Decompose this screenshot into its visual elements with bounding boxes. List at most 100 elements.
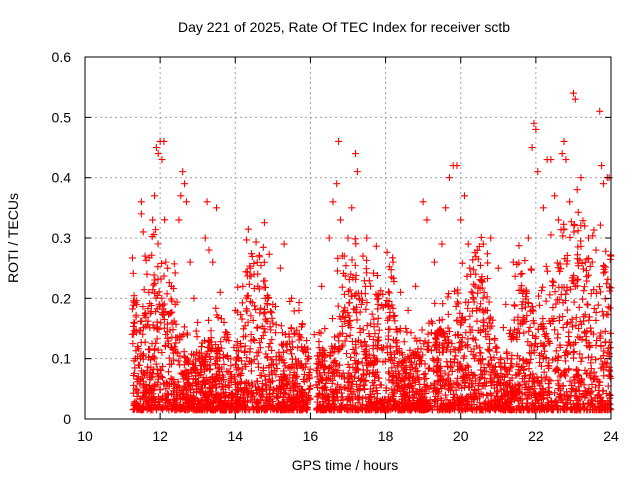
data-point xyxy=(594,301,602,309)
data-point xyxy=(493,370,501,378)
data-point xyxy=(528,144,536,151)
data-point xyxy=(142,310,150,318)
data-point xyxy=(583,273,591,281)
data-point xyxy=(385,302,393,310)
data-point xyxy=(571,379,579,387)
data-point xyxy=(592,406,600,414)
data-point xyxy=(467,270,475,278)
data-point xyxy=(212,355,220,363)
data-point xyxy=(523,388,531,396)
data-point xyxy=(560,137,568,145)
data-point xyxy=(428,319,436,327)
data-point xyxy=(212,375,220,383)
data-point xyxy=(162,378,170,386)
data-point xyxy=(159,392,167,400)
data-point xyxy=(249,316,257,324)
data-point xyxy=(360,381,368,389)
data-point xyxy=(278,342,286,350)
data-point xyxy=(217,365,225,373)
data-point xyxy=(227,362,235,370)
data-point xyxy=(407,358,415,366)
data-point xyxy=(416,336,424,344)
data-point xyxy=(521,383,529,391)
data-point xyxy=(532,125,540,133)
data-point xyxy=(160,316,168,324)
data-point xyxy=(367,385,375,393)
data-point xyxy=(573,386,581,394)
data-point xyxy=(315,338,323,346)
data-point xyxy=(414,353,422,361)
data-point xyxy=(454,289,462,297)
data-point xyxy=(476,344,484,352)
data-point xyxy=(486,361,494,369)
data-point xyxy=(401,393,409,401)
data-point xyxy=(213,204,220,212)
data-point xyxy=(174,357,182,365)
data-point xyxy=(540,325,548,333)
data-point xyxy=(549,406,557,414)
data-point xyxy=(596,107,604,115)
data-point xyxy=(140,311,148,319)
data-point xyxy=(133,399,141,407)
data-point xyxy=(569,385,577,393)
data-point xyxy=(301,389,309,397)
data-point xyxy=(466,374,474,382)
data-point xyxy=(470,355,478,363)
data-point xyxy=(237,311,245,319)
data-point xyxy=(277,322,285,330)
data-point xyxy=(341,337,349,345)
data-point xyxy=(599,312,607,320)
data-point xyxy=(223,367,231,375)
data-point xyxy=(500,385,508,393)
data-point xyxy=(232,385,240,393)
data-point xyxy=(180,370,188,378)
data-point xyxy=(339,341,347,349)
data-point xyxy=(344,234,352,242)
data-point xyxy=(549,304,557,312)
data-point xyxy=(500,379,508,387)
data-point xyxy=(584,301,592,309)
data-point xyxy=(545,388,553,396)
data-point xyxy=(223,352,231,360)
data-point xyxy=(476,261,484,269)
data-point xyxy=(340,318,348,326)
data-point xyxy=(205,384,213,392)
data-point xyxy=(547,156,555,164)
data-point xyxy=(215,374,223,382)
data-point xyxy=(158,294,166,302)
data-point xyxy=(570,228,578,236)
data-point xyxy=(391,350,399,358)
data-point xyxy=(533,392,541,400)
data-point xyxy=(460,192,468,200)
data-point xyxy=(461,366,469,374)
data-point xyxy=(453,162,461,170)
data-point xyxy=(186,404,194,412)
data-point xyxy=(515,286,523,294)
y-tick-labels: 0 0.1 0.2 0.3 0.4 0.5 0.6 xyxy=(52,49,72,427)
data-point xyxy=(590,286,598,294)
data-point xyxy=(412,368,420,376)
data-point xyxy=(595,391,603,399)
data-point xyxy=(296,406,304,414)
x-tick-labels: 10 12 14 16 18 20 22 24 xyxy=(77,428,619,444)
data-point xyxy=(592,341,600,349)
data-point xyxy=(130,292,138,300)
data-point xyxy=(434,369,442,377)
data-point xyxy=(393,387,401,395)
data-point xyxy=(350,305,358,313)
data-point xyxy=(479,326,487,334)
data-point xyxy=(574,208,582,216)
data-point xyxy=(549,282,557,290)
data-point xyxy=(145,288,153,296)
data-point xyxy=(573,186,581,194)
data-point xyxy=(265,363,273,371)
data-point xyxy=(448,340,456,348)
data-point xyxy=(390,359,398,367)
data-point xyxy=(499,392,507,400)
data-point xyxy=(434,328,442,336)
data-point xyxy=(252,306,260,314)
data-point xyxy=(405,392,413,400)
data-point xyxy=(487,382,495,390)
data-point xyxy=(367,320,375,328)
data-point xyxy=(518,282,526,290)
